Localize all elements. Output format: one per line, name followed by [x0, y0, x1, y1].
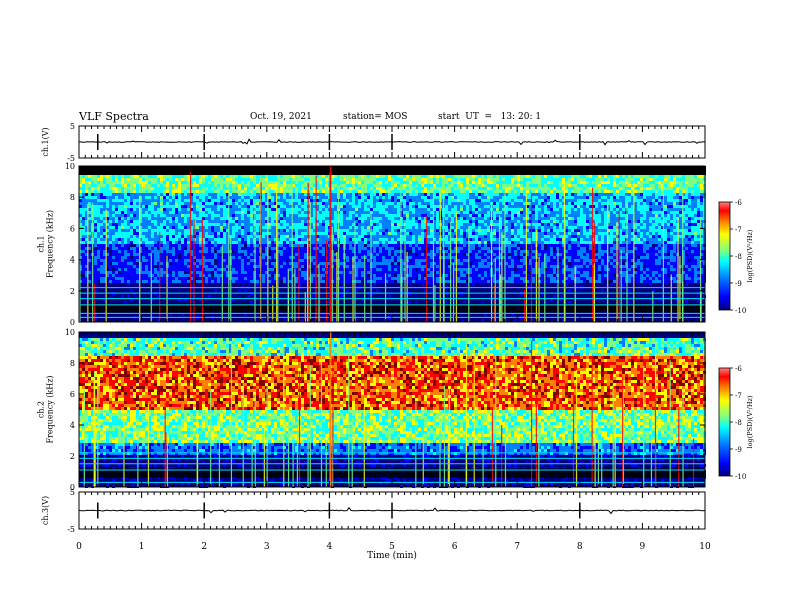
colorbar-tick-label: -9 — [735, 280, 742, 288]
y-tick-label: 2 — [70, 287, 75, 296]
start-ut-label: start UT = 13: 20: 1 — [438, 112, 542, 122]
y-tick-label: 0 — [70, 483, 75, 492]
colorbar-label: log(PSD)(V²/Hz) — [746, 229, 754, 282]
y-axis-label: ch.1 — [37, 235, 46, 252]
y-tick-label: 4 — [70, 256, 75, 265]
y-tick-label: 8 — [70, 193, 75, 202]
ch1-spectrogram — [79, 166, 706, 322]
x-axis-label: Time (min) — [367, 550, 417, 561]
y-axis-label: ch.1(V) — [41, 127, 50, 156]
x-tick-label: 9 — [640, 542, 646, 552]
chart-title: VLF Spectra — [79, 110, 149, 123]
y-tick-label: -5 — [67, 525, 75, 534]
date-label: Oct. 19, 2021 — [250, 112, 312, 122]
x-tick-label: 5 — [389, 542, 395, 552]
x-tick-label: 7 — [514, 542, 520, 552]
colorbar-tick-label: -6 — [735, 199, 742, 207]
x-tick-label: 1 — [139, 542, 145, 552]
x-tick-label: 4 — [327, 542, 333, 552]
y-axis-label: Frequency (kHz) — [46, 375, 55, 443]
y-tick-label: 4 — [70, 421, 75, 430]
y-tick-label: 10 — [65, 328, 75, 337]
colorbar-tick-label: -10 — [735, 307, 746, 315]
y-tick-label: 6 — [70, 224, 75, 233]
y-tick-label: 5 — [70, 488, 75, 497]
y-axis-label: ch.2 — [37, 401, 46, 418]
y-axis-label: Frequency (kHz) — [46, 210, 55, 278]
x-tick-label: 2 — [201, 542, 207, 552]
ch3-waveform — [78, 502, 706, 519]
y-tick-label: 5 — [70, 122, 75, 131]
y-tick-label: -5 — [67, 154, 75, 163]
station-label: station= MOS — [343, 112, 408, 122]
colorbar-tick-label: -6 — [735, 365, 742, 373]
y-tick-label: 10 — [65, 162, 75, 171]
ch1-waveform — [78, 134, 706, 150]
colorbar-tick-label: -9 — [735, 446, 742, 454]
y-tick-label: 2 — [70, 452, 75, 461]
colorbar-tick-label: -10 — [735, 473, 746, 481]
y-tick-label: 6 — [70, 390, 75, 399]
y-tick-label: 0 — [70, 318, 75, 327]
colorbar-tick-label: -8 — [735, 253, 742, 261]
x-tick-label: 10 — [699, 542, 711, 552]
ch2-spectrogram — [79, 332, 706, 488]
colorbar-tick-label: -7 — [735, 226, 742, 234]
colorbar-tick-label: -8 — [735, 419, 742, 427]
colorbar-label: log(PSD)(V²/Hz) — [746, 395, 754, 448]
x-tick-label: 0 — [76, 542, 82, 552]
y-axis-label: ch.3(V) — [41, 496, 50, 525]
y-tick-label: 8 — [70, 359, 75, 368]
colorbar-ch2-spectrogram — [718, 367, 733, 477]
x-tick-label: 6 — [452, 542, 458, 552]
colorbar-tick-label: -7 — [735, 392, 742, 400]
x-tick-label: 3 — [264, 542, 270, 552]
x-tick-label: 8 — [577, 542, 583, 552]
colorbar-ch1-spectrogram — [718, 201, 733, 311]
